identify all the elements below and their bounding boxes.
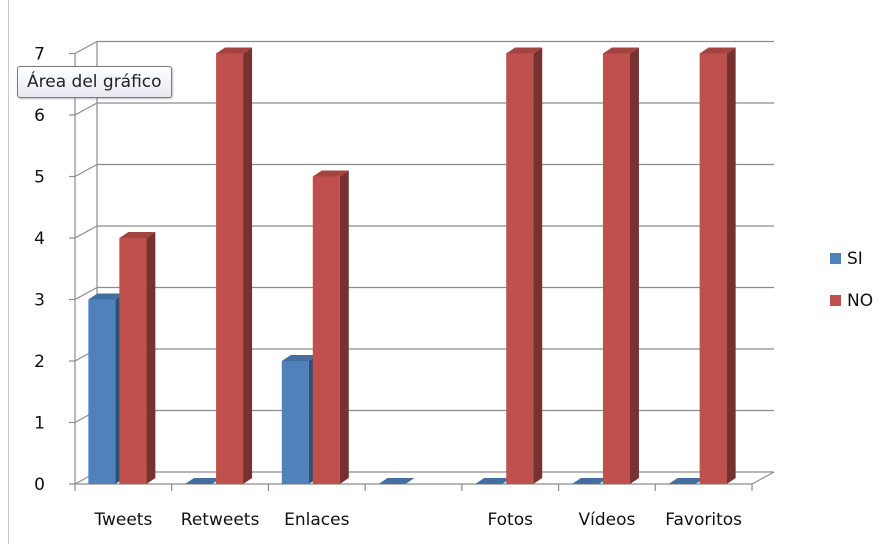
bar-side-face — [533, 47, 543, 484]
bar-side-face — [629, 47, 639, 484]
bar-top-face — [119, 232, 156, 238]
x-tick-label: Enlaces — [284, 510, 349, 530]
bar-top-face — [475, 478, 512, 484]
bar-side-face — [243, 47, 253, 484]
x-tick-label: Favoritos — [665, 510, 742, 530]
bar-no[interactable] — [699, 47, 736, 485]
bar-top-face — [185, 478, 222, 484]
gridline-depth — [74, 40, 98, 55]
chart-area-edge — [8, 0, 9, 544]
bar-no[interactable] — [119, 232, 156, 484]
bar-top-face — [602, 47, 639, 54]
gridline-depth — [74, 286, 98, 301]
bar-top-face — [312, 170, 349, 177]
bar-si[interactable] — [668, 478, 705, 484]
y-tick-label: 4 — [34, 229, 45, 249]
bar-top-face — [571, 478, 608, 484]
legend-label: NO — [847, 291, 873, 311]
legend-swatch — [830, 295, 841, 306]
y-tick-label: 5 — [34, 168, 45, 188]
chart-area-tooltip: Área del gráfico — [17, 66, 172, 98]
y-tick-label: 0 — [34, 475, 45, 495]
bar-top-face — [668, 478, 705, 484]
bar-si[interactable] — [378, 478, 415, 484]
y-tick-label: 2 — [34, 352, 45, 372]
bar-si[interactable] — [185, 478, 222, 484]
bar-no[interactable] — [506, 47, 543, 485]
bar-top-face — [216, 47, 253, 54]
bar-no[interactable] — [602, 47, 639, 485]
bar-top-face — [378, 478, 415, 484]
gridline-depth — [74, 102, 98, 116]
bar-si[interactable] — [88, 293, 125, 485]
bar-top-face — [506, 47, 543, 54]
floor-edge — [751, 471, 775, 485]
bar-no[interactable] — [216, 47, 253, 485]
bar-no[interactable] — [312, 170, 349, 485]
bar-side-face — [339, 170, 349, 484]
y-tick-label: 1 — [34, 414, 45, 434]
bar-front-face — [119, 238, 147, 484]
bar-front-face — [281, 361, 309, 484]
x-tick-label: Tweets — [93, 510, 152, 530]
gridline-depth — [74, 225, 98, 239]
bar-side-face — [146, 232, 156, 484]
bar-si[interactable] — [475, 478, 512, 484]
x-tick-label: Fotos — [487, 510, 533, 530]
bar-front-face — [312, 176, 340, 484]
x-tick-label: Retweets — [181, 510, 260, 530]
legend-swatch — [830, 253, 841, 264]
bar-si[interactable] — [571, 478, 608, 484]
y-tick-label: 7 — [34, 45, 45, 65]
bar-top-face — [88, 293, 125, 300]
y-tick-label: 6 — [34, 106, 45, 126]
x-tick-label: Vídeos — [578, 510, 635, 530]
bar-front-face — [602, 53, 630, 484]
bar-front-face — [216, 53, 244, 484]
bar-front-face — [506, 53, 534, 484]
gridline-depth — [74, 163, 98, 178]
y-tick-label: 3 — [34, 291, 45, 311]
bar-si[interactable] — [281, 355, 318, 484]
legend-label: SI — [847, 249, 863, 269]
bar-top-face — [699, 47, 736, 54]
bar-front-face — [88, 299, 116, 484]
bar-front-face — [699, 53, 727, 484]
bar-top-face — [281, 355, 318, 361]
bar-side-face — [726, 47, 736, 484]
